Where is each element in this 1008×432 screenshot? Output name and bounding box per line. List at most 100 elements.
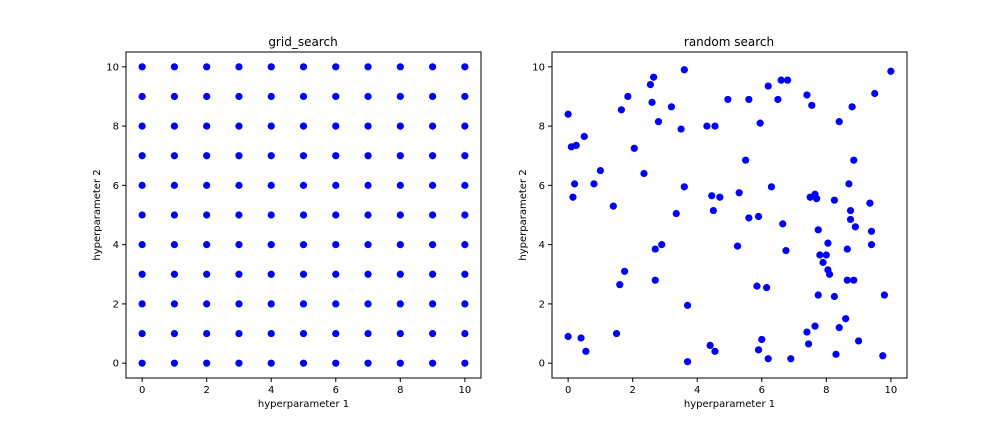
- data-point: [203, 270, 211, 278]
- data-point: [138, 181, 146, 189]
- data-point: [332, 300, 340, 308]
- x-axis-label: hyperparameter 1: [258, 399, 349, 410]
- random-search-axes-frame: [551, 51, 908, 379]
- data-point: [138, 241, 146, 249]
- data-point: [708, 192, 716, 200]
- data-point: [267, 211, 275, 219]
- data-point: [577, 334, 585, 342]
- data-point: [617, 106, 625, 114]
- data-point: [396, 329, 404, 338]
- data-point: [170, 359, 179, 367]
- data-point: [880, 291, 889, 299]
- data-point: [138, 122, 146, 130]
- data-point: [332, 152, 340, 160]
- data-point: [364, 359, 372, 367]
- data-point: [754, 212, 763, 221]
- data-point: [871, 89, 879, 98]
- data-point: [742, 156, 750, 164]
- data-point: [138, 92, 146, 101]
- data-point: [396, 92, 404, 101]
- y-tick-label: 2: [539, 299, 545, 310]
- data-point: [867, 227, 876, 235]
- data-point: [267, 63, 275, 71]
- data-point: [267, 270, 275, 278]
- data-point: [461, 211, 469, 219]
- y-tick-label: 4: [539, 240, 545, 251]
- data-point: [813, 195, 821, 203]
- data-point: [819, 258, 827, 267]
- data-point: [716, 193, 724, 201]
- data-point: [779, 220, 787, 228]
- data-point: [843, 276, 851, 284]
- data-point: [651, 276, 659, 284]
- data-point: [461, 63, 469, 71]
- data-point: [299, 181, 308, 189]
- x-tick-label: 10: [884, 385, 897, 396]
- data-point: [203, 329, 211, 338]
- x-tick-label: 2: [203, 385, 209, 396]
- y-tick-label: 0: [113, 359, 119, 370]
- data-point: [648, 98, 656, 106]
- data-point: [203, 152, 211, 160]
- x-tick-label: 6: [333, 385, 339, 396]
- data-point: [428, 63, 437, 71]
- data-point: [842, 315, 850, 323]
- y-tick-label: 10: [532, 62, 545, 73]
- data-point: [267, 152, 275, 160]
- data-point: [850, 156, 858, 164]
- data-point: [267, 92, 275, 101]
- data-point: [364, 63, 372, 71]
- data-point: [235, 122, 243, 130]
- y-tick-label: 8: [113, 122, 119, 133]
- chart-title: random search: [684, 35, 774, 49]
- data-point: [396, 359, 404, 367]
- y-tick-label: 6: [539, 181, 545, 192]
- data-point: [299, 122, 308, 130]
- data-point: [170, 211, 179, 219]
- data-point: [866, 199, 874, 207]
- data-point: [364, 211, 372, 219]
- data-point: [203, 63, 211, 71]
- x-tick-label: 4: [268, 385, 274, 396]
- grid-search-ticks: 0 2 4 6 8 10 0 2 4 6 8 10: [106, 62, 471, 396]
- data-point: [364, 270, 372, 278]
- data-point: [651, 245, 659, 253]
- data-point: [235, 92, 243, 101]
- data-point: [711, 122, 719, 130]
- y-axis-label: hyperparameter 2: [518, 169, 529, 260]
- data-point: [428, 211, 437, 219]
- data-point: [267, 241, 275, 249]
- x-tick-label: 4: [694, 385, 700, 396]
- data-point: [461, 92, 469, 101]
- data-point: [709, 206, 717, 215]
- data-point: [138, 359, 146, 367]
- chart-title: grid_search: [268, 35, 337, 49]
- grid-search-points: [138, 63, 469, 367]
- data-point: [299, 92, 308, 101]
- x-axis-label: hyperparameter 1: [684, 399, 775, 410]
- data-point: [564, 110, 572, 118]
- data-point: [332, 359, 340, 367]
- data-point: [706, 341, 714, 349]
- data-point: [299, 359, 308, 367]
- random-search-points: [564, 66, 895, 366]
- data-point: [203, 122, 211, 130]
- data-point: [745, 95, 753, 104]
- data-point: [138, 63, 146, 71]
- data-point: [332, 181, 340, 189]
- data-point: [299, 300, 308, 308]
- data-point: [822, 251, 830, 259]
- data-point: [428, 329, 437, 338]
- data-point: [235, 241, 243, 249]
- data-point: [267, 122, 275, 130]
- data-point: [203, 181, 211, 189]
- data-point: [658, 241, 666, 249]
- data-point: [845, 180, 853, 188]
- data-point: [777, 76, 785, 84]
- data-point: [235, 270, 243, 278]
- data-point: [235, 329, 243, 338]
- data-point: [461, 300, 469, 308]
- data-point: [235, 211, 243, 219]
- data-point: [428, 300, 437, 308]
